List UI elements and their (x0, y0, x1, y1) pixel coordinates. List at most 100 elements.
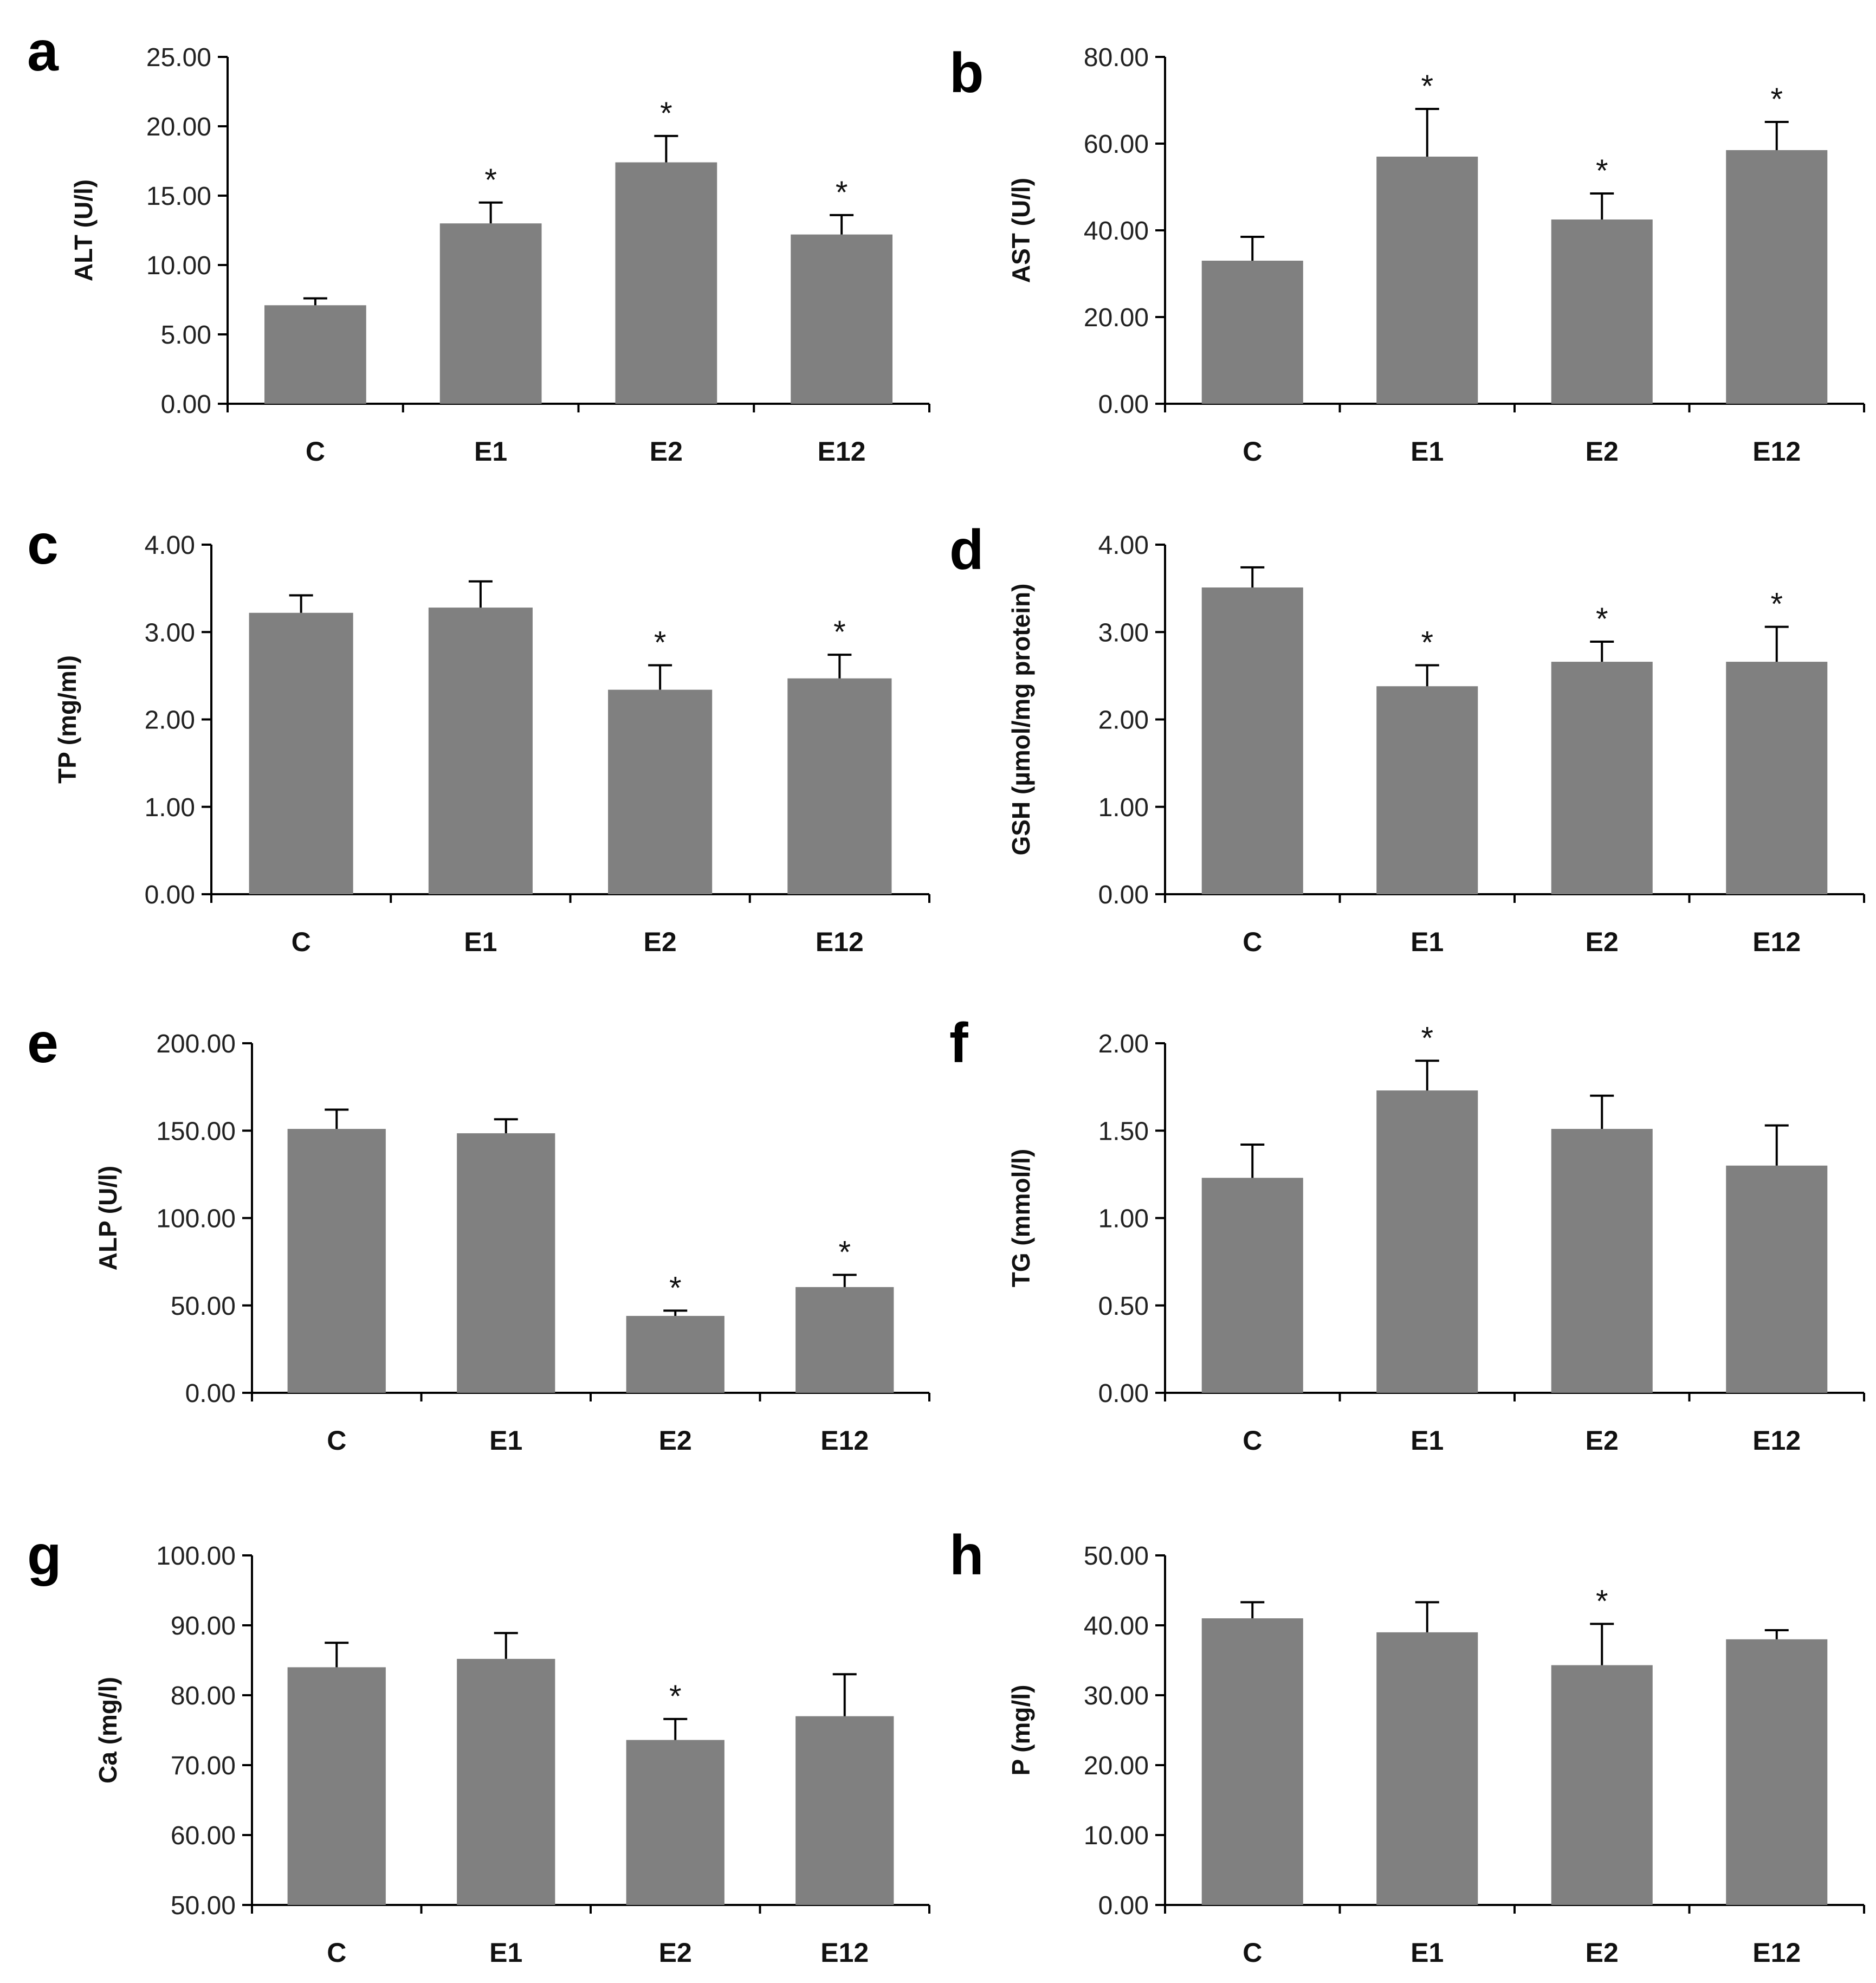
x-category-label: E12 (816, 927, 864, 957)
x-category-label: E2 (650, 436, 683, 467)
x-category-label: E12 (820, 1425, 869, 1456)
x-category-label: C (1243, 927, 1262, 957)
significance-marker: * (1596, 602, 1608, 637)
x-category-label: E2 (1586, 436, 1619, 467)
y-tick-label: 30.00 (1084, 1682, 1149, 1710)
y-tick-label: 10.00 (146, 251, 211, 280)
y-tick-label: 20.00 (146, 113, 211, 141)
y-tick-label: 80.00 (1084, 43, 1149, 72)
y-tick-label: 20.00 (1084, 1752, 1149, 1780)
bar-E12 (791, 234, 893, 404)
bar-E1 (1376, 1090, 1478, 1393)
y-tick-label: 50.00 (171, 1292, 236, 1321)
bar-C (249, 612, 353, 894)
y-tick-label: 90.00 (171, 1612, 236, 1640)
panel-letter: b (949, 42, 984, 105)
y-tick-label: 1.00 (1098, 793, 1149, 822)
y-tick-label: 3.00 (145, 618, 195, 647)
chart-panel-f: f 0.00 0.50 1.00 1.50 2.00 TG (mmol/l) C * E1 E2 E1… (949, 1012, 1865, 1456)
significance-marker: * (669, 1679, 682, 1714)
bar-C (287, 1667, 386, 1905)
x-category-label: E12 (818, 436, 866, 467)
chart-panel-h: h 0.00 10.00 20.00 30.00 40.00 50.00 P (mg/l) C E… (949, 1524, 1865, 1968)
y-tick-label: 100.00 (156, 1205, 236, 1233)
y-axis-label: AST (U/l) (1007, 178, 1035, 283)
y-tick-label: 10.00 (1084, 1821, 1149, 1850)
chart-panel-c: c 0.00 1.00 2.00 3.00 4.00 TP (mg/ml) C E1 * E2 * E1… (27, 513, 930, 957)
x-category-label: E1 (1411, 927, 1444, 957)
x-category-label: E1 (489, 1937, 522, 1968)
y-tick-label: 100.00 (156, 1542, 236, 1571)
bar-E1 (457, 1133, 555, 1393)
bar-E12 (795, 1287, 894, 1393)
significance-marker: * (836, 175, 848, 210)
x-category-label: E2 (644, 927, 677, 957)
x-category-label: E12 (1752, 1937, 1801, 1968)
x-category-label: E1 (1411, 436, 1444, 467)
bar-E12 (1726, 1639, 1828, 1905)
significance-marker: * (669, 1270, 682, 1306)
significance-marker: * (660, 96, 672, 131)
y-tick-label: 80.00 (171, 1682, 236, 1710)
significance-marker: * (654, 625, 667, 661)
bar-C (1201, 261, 1303, 404)
y-tick-label: 25.00 (146, 43, 211, 72)
x-category-label: E2 (1586, 927, 1619, 957)
x-category-label: C (306, 436, 325, 467)
bar-E2 (1551, 1129, 1653, 1393)
y-tick-label: 5.00 (161, 321, 211, 350)
panel-letter: d (949, 519, 984, 582)
significance-marker: * (1770, 82, 1783, 117)
bar-E2 (1551, 662, 1653, 894)
y-tick-label: 4.00 (145, 531, 195, 560)
y-tick-label: 20.00 (1084, 303, 1149, 332)
bar-E2 (626, 1316, 724, 1393)
bar-C (1201, 1178, 1303, 1393)
x-category-label: E2 (659, 1937, 692, 1968)
y-tick-label: 1.50 (1098, 1117, 1149, 1146)
y-axis-label: GSH (µmol/mg protein) (1007, 584, 1035, 856)
panel-letter: e (27, 1012, 59, 1075)
x-category-label: E1 (1411, 1937, 1444, 1968)
x-category-label: C (1243, 1937, 1262, 1968)
y-tick-label: 60.00 (171, 1821, 236, 1850)
y-tick-label: 50.00 (1084, 1542, 1149, 1571)
bar-E12 (1726, 1165, 1828, 1393)
x-category-label: E2 (1586, 1937, 1619, 1968)
chart-panel-g: g 50.00 60.00 70.00 80.00 90.00 100.00 Ca (mg/l… (27, 1524, 930, 1968)
y-tick-label: 0.00 (161, 390, 211, 419)
y-tick-label: 70.00 (171, 1752, 236, 1780)
x-category-label: C (292, 927, 311, 957)
y-tick-label: 40.00 (1084, 1612, 1149, 1640)
x-category-label: C (327, 1425, 346, 1456)
y-tick-label: 2.00 (1098, 1030, 1149, 1058)
y-tick-label: 50.00 (171, 1891, 236, 1920)
chart-panel-a: a 0.00 5.00 10.00 15.00 20.00 25.00 ALT (U/l) C *… (27, 20, 930, 467)
x-category-label: E12 (1752, 927, 1801, 957)
chart-panel-d: d 0.00 1.00 2.00 3.00 4.00 GSH (µmol/mg protei… (949, 519, 1865, 957)
significance-marker: * (833, 615, 846, 650)
y-tick-label: 3.00 (1098, 618, 1149, 647)
bar-E2 (626, 1740, 724, 1905)
y-tick-label: 2.00 (145, 706, 195, 735)
x-category-label: C (1243, 436, 1262, 467)
y-axis-label: Ca (mg/l) (94, 1677, 122, 1784)
x-category-label: C (1243, 1425, 1262, 1456)
x-category-label: E1 (474, 436, 507, 467)
y-tick-label: 150.00 (156, 1117, 236, 1146)
significance-marker: * (484, 163, 497, 198)
panel-letter: a (27, 20, 59, 83)
bar-E12 (795, 1716, 894, 1905)
bar-E1 (439, 223, 542, 404)
y-tick-label: 2.00 (1098, 706, 1149, 735)
y-tick-label: 15.00 (146, 182, 211, 211)
bar-E1 (1376, 686, 1478, 894)
y-tick-label: 4.00 (1098, 531, 1149, 560)
x-category-label: E1 (489, 1425, 522, 1456)
bar-E12 (1726, 662, 1828, 894)
panel-letter: f (949, 1012, 968, 1075)
x-category-label: E12 (1752, 1425, 1801, 1456)
significance-marker: * (1596, 1584, 1608, 1619)
panel-letter: c (27, 513, 59, 576)
